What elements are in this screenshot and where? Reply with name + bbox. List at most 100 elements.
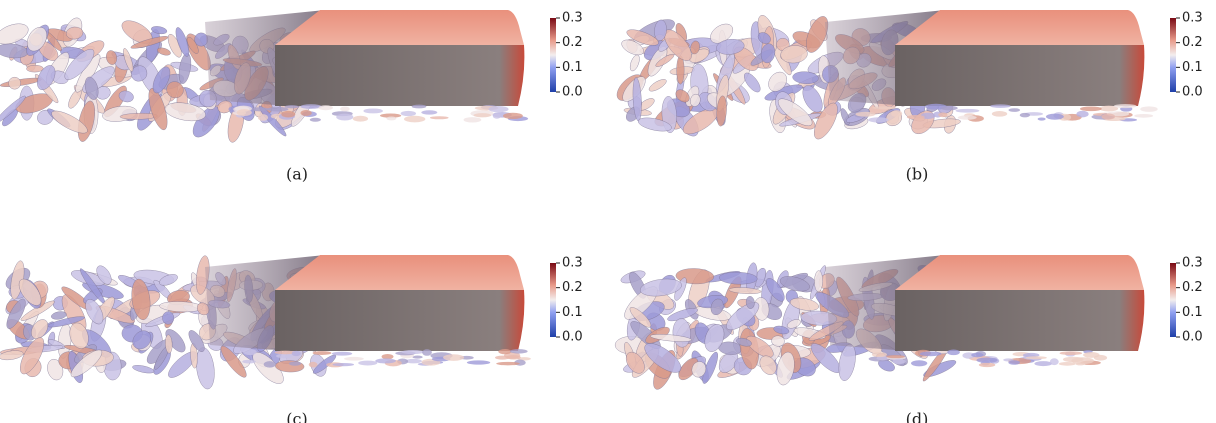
vortex-structure <box>430 116 449 119</box>
panel: 0.0 0.1 0.2 0.3 (b) <box>612 10 1202 184</box>
body-front <box>275 290 524 351</box>
vortex-structure <box>332 352 352 356</box>
colorbar-tick-label: 0.3 <box>1182 11 1203 26</box>
vortex-structure <box>971 353 983 358</box>
colorbar-tick-label: 0.0 <box>1182 85 1203 100</box>
colorbar-tick-label: 0.2 <box>562 280 583 295</box>
vortex-structure <box>358 361 377 366</box>
vortex-structure <box>310 118 321 122</box>
vortex-structure <box>401 111 416 116</box>
colorbar-tick-label: 0.3 <box>562 256 583 271</box>
vortex-structure <box>488 106 508 112</box>
vortex-structure <box>0 76 42 88</box>
vortex-structure <box>814 271 823 292</box>
flow-visualization <box>612 10 1157 142</box>
vortex-structure <box>292 351 301 356</box>
vortex-structure <box>132 364 155 375</box>
vortex-structure <box>8 77 21 89</box>
colorbar-tick-label: 0.1 <box>562 60 583 75</box>
vortex-structure <box>237 109 252 116</box>
vortex-structure <box>1080 106 1102 111</box>
colorbar-tick-label: 0.3 <box>562 11 583 26</box>
vortex-structure <box>1020 113 1030 118</box>
colorbar-tick-label: 0.1 <box>562 305 583 320</box>
vortex-structure <box>1034 361 1052 366</box>
vortex-structure <box>467 360 490 364</box>
vortex-structure <box>162 311 174 324</box>
vortex-structure <box>242 360 256 364</box>
colorbar-tick-label: 0.2 <box>562 35 583 50</box>
vortex-structure <box>941 106 958 111</box>
colorbar-tick-label: 0.1 <box>1182 305 1203 320</box>
vortex-structure <box>309 362 318 368</box>
vortex-structure <box>412 356 422 359</box>
vortex-structure <box>344 357 364 361</box>
vortex-structure <box>194 346 217 390</box>
vortex-structure <box>886 355 905 358</box>
panel: 0.0 0.1 0.2 0.3 (a) <box>0 10 583 184</box>
panel: 0.00.10.20.3(d) <box>615 255 1203 423</box>
vortex-structure <box>872 352 887 357</box>
vortex-structure <box>976 358 997 363</box>
colorbar-tick-label: 0.0 <box>562 85 583 100</box>
vortex-structure <box>1076 111 1088 118</box>
vortex-structure <box>855 112 875 117</box>
vortex-structure <box>340 107 350 112</box>
vortex-structure <box>992 111 1007 117</box>
colorbar <box>1170 18 1176 92</box>
vortex-structure <box>920 351 942 356</box>
colorbar <box>1170 263 1176 337</box>
vortex-structure <box>1140 106 1157 112</box>
vortex-structure <box>907 115 925 119</box>
figure: 0.0 0.1 0.2 0.3 (a) 0.0 0.1 0.2 0.3 (b) 0.00.10.20… <box>0 0 1216 423</box>
vortex-structure <box>498 349 511 354</box>
vortex-structure <box>891 110 902 117</box>
vortex-structure <box>1008 360 1020 364</box>
vortex-structure <box>1060 351 1083 355</box>
vortex-structure <box>285 105 299 108</box>
vortex-structure <box>1046 114 1064 120</box>
vortex-structure <box>464 117 482 122</box>
colorbar-tick-label: 0.2 <box>1182 35 1203 50</box>
flow-visualization <box>615 255 1144 392</box>
vortex-structure <box>243 349 257 355</box>
vortex-structure <box>1050 358 1059 365</box>
panel-caption: (b) <box>906 165 929 184</box>
vortex-structure <box>363 108 383 113</box>
vortex-structure <box>938 112 947 117</box>
vortex-structure <box>1071 357 1094 364</box>
vortex-structure <box>336 114 353 121</box>
vortex-structure <box>979 363 996 367</box>
panel-caption: (a) <box>286 165 308 184</box>
vortex-structure <box>300 110 311 116</box>
panel-caption: (c) <box>286 410 307 423</box>
vortex-structure <box>872 106 895 109</box>
vortex-structure <box>250 107 268 111</box>
colorbar <box>550 18 556 92</box>
vortex-structure <box>1102 113 1116 119</box>
vortex-structure <box>647 77 668 93</box>
vortex-structure <box>353 116 368 122</box>
vortex-structure <box>1134 114 1153 118</box>
vortex-structure <box>1083 352 1100 358</box>
vortex-structure <box>510 349 528 353</box>
vortex-structure <box>300 104 321 109</box>
vortex-structure <box>1026 356 1047 359</box>
vortex-structure <box>892 359 905 364</box>
colorbar-tick-label: 0.3 <box>1182 256 1203 271</box>
vortex-structure <box>276 354 293 358</box>
vortex-structure <box>319 105 333 110</box>
colorbar <box>550 263 556 337</box>
vortex-structure <box>26 65 43 72</box>
body-front <box>895 45 1144 106</box>
vortex-structure <box>958 115 977 119</box>
body-front <box>895 290 1144 351</box>
vortex-structure <box>990 104 1011 107</box>
vortex-structure <box>496 362 520 365</box>
vortex-structure <box>956 109 980 113</box>
colorbar-tick-label: 0.1 <box>1182 60 1203 75</box>
vortex-structure <box>404 116 425 123</box>
vortex-structure <box>267 107 288 112</box>
vortex-structure <box>333 363 354 366</box>
vortex-structure <box>443 354 464 361</box>
